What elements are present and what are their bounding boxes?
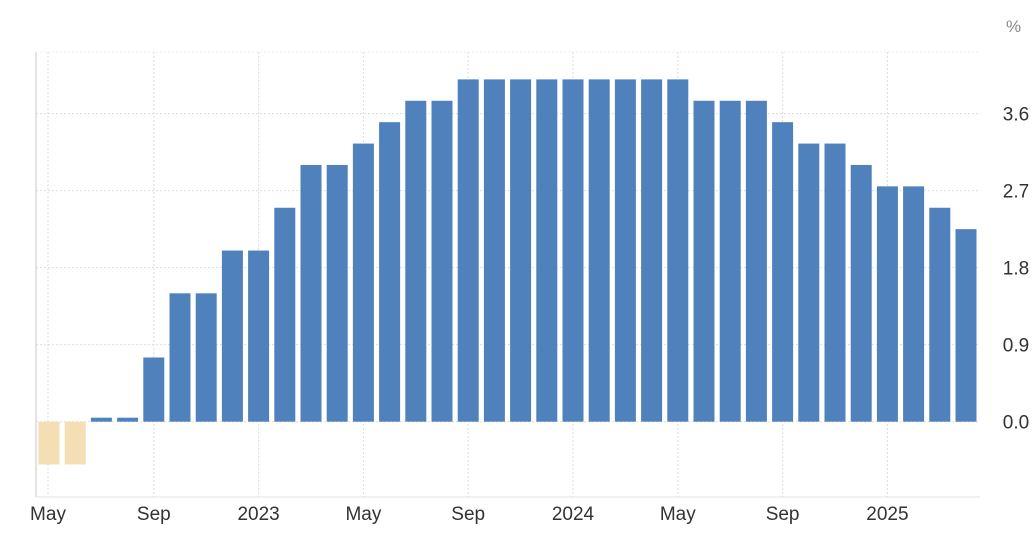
x-tick-label: Sep [137, 504, 171, 525]
bar-jan-2024 [562, 79, 584, 422]
bar-sep-2023 [457, 79, 479, 422]
bar-mar-2023 [300, 164, 322, 422]
bar-dec-2023 [536, 79, 558, 422]
unit-label: % [1006, 17, 1021, 36]
bar-jun-2023 [379, 122, 401, 422]
bar-jul-2023 [405, 100, 427, 422]
bar-oct-2024 [798, 143, 820, 422]
bar-jun-2024 [693, 100, 715, 422]
x-tick-label: May [345, 504, 381, 525]
x-tick-label: 2024 [552, 504, 595, 525]
bar-may-2022 [38, 421, 60, 465]
x-tick-label: 2023 [237, 504, 279, 525]
bar-sep-2022 [143, 357, 165, 422]
bar-nov-2022 [195, 293, 217, 422]
bar-sep-2024 [772, 122, 794, 422]
x-tick-label: Sep [451, 504, 485, 525]
bar-dec-2022 [221, 250, 243, 422]
bar-apr-2023 [326, 164, 348, 422]
bar-jul-2024 [719, 100, 741, 422]
bar-feb-2023 [274, 207, 296, 422]
y-tick-label: 1.8 [1003, 259, 1029, 280]
y-tick-label: 0.9 [1003, 336, 1029, 357]
bar-aug-2023 [431, 100, 453, 422]
bar-may-2023 [352, 143, 374, 422]
bar-feb-2025 [903, 186, 925, 422]
bar-apr-2024 [641, 79, 663, 422]
y-tick-label: 0.0 [1003, 413, 1029, 434]
x-tick-label: Sep [766, 504, 800, 525]
y-tick-label: 2.7 [1003, 182, 1029, 203]
bar-oct-2022 [169, 293, 191, 422]
bar-nov-2024 [824, 143, 846, 422]
bar-oct-2023 [483, 79, 505, 422]
bar-aug-2024 [745, 100, 767, 422]
bar-aug-2022 [117, 417, 139, 422]
x-tick-label: May [30, 504, 66, 525]
bar-feb-2024 [588, 79, 610, 422]
bar-jan-2025 [876, 186, 898, 422]
x-tick-label: 2025 [866, 504, 908, 525]
bar-jun-2022 [64, 421, 86, 465]
bar-may-2024 [667, 79, 689, 422]
bar-jan-2023 [248, 250, 270, 422]
bar-mar-2024 [614, 79, 636, 422]
bar-dec-2024 [850, 164, 872, 422]
bar-jul-2022 [90, 417, 112, 422]
bar-mar-2025 [929, 207, 951, 422]
x-tick-label: May [660, 504, 696, 525]
bar-nov-2023 [510, 79, 532, 422]
bar-apr-2025 [955, 229, 977, 422]
y-tick-label: 3.6 [1003, 105, 1029, 126]
